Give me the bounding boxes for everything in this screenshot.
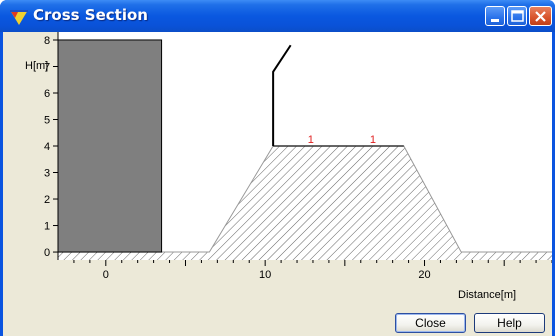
x-axis-label: Distance[m]	[458, 289, 516, 301]
y-tick-label: 1	[44, 221, 50, 233]
y-tick-label: 4	[44, 141, 50, 153]
maximize-icon	[511, 10, 524, 22]
window-title: Cross Section	[33, 6, 148, 24]
y-tick-label: 0	[44, 247, 50, 259]
close-icon	[535, 11, 546, 22]
x-tick-label: 10	[259, 269, 271, 281]
maximize-button[interactable]	[507, 6, 527, 26]
barrier-line	[272, 44, 292, 146]
y-tick-label: 3	[44, 168, 50, 180]
help-button[interactable]: Help	[474, 313, 545, 333]
dike-hatch	[58, 146, 552, 260]
y-tick-label: 2	[44, 194, 50, 206]
axes-layer: 0 1 2 3 4 5 6 7 8 0 10 20	[44, 32, 552, 281]
close-window-button[interactable]	[529, 6, 552, 26]
building-block	[57, 39, 163, 253]
marker-label: 1	[308, 134, 314, 146]
y-tick-label: 6	[44, 88, 50, 100]
app-icon	[10, 10, 28, 25]
minimize-icon	[491, 19, 499, 22]
y-tick-label: 7	[44, 61, 50, 73]
title-bar[interactable]: Cross Section	[0, 0, 555, 32]
y-tick-label: 5	[44, 114, 50, 126]
x-tick-label: 20	[418, 269, 430, 281]
y-axis-label: H[m]	[25, 60, 48, 72]
y-tick-label: 8	[44, 35, 50, 47]
marker-label: 1	[370, 134, 376, 146]
building-layer	[57, 39, 163, 253]
minimize-button[interactable]	[485, 6, 505, 26]
x-tick-label: 0	[103, 269, 109, 281]
close-button[interactable]: Close	[395, 313, 466, 333]
